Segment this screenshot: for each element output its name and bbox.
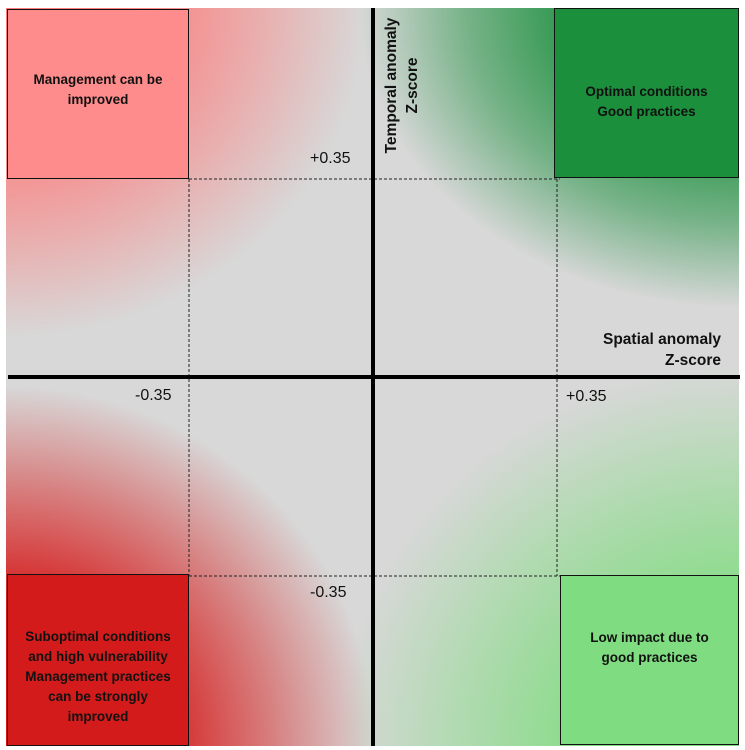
threshold-label-top: +0.35 [310, 150, 351, 167]
quadrant-bottom-right-label: Low impact due to good practices [590, 630, 709, 665]
threshold-label-left: -0.35 [135, 387, 172, 404]
quadrant-bottom-left-label: Suboptimal conditions and high vulnerabi… [25, 629, 171, 724]
quadrant-bottom-left: Suboptimal conditions and high vulnerabi… [7, 574, 189, 746]
quadrant-top-left-label: Management can be improved [33, 72, 163, 107]
x-axis-label: Spatial anomaly Z-score [602, 331, 721, 369]
quadrant-top-left: Management can be improved [7, 9, 189, 179]
quadrant-top-right-label: Optimal conditions Good practices [585, 84, 708, 119]
threshold-label-right: +0.35 [566, 388, 607, 405]
threshold-label-bottom: -0.35 [310, 584, 347, 601]
quadrant-bottom-right: Low impact due to good practices [560, 575, 739, 745]
quadrant-top-right: Optimal conditions Good practices [554, 8, 739, 178]
y-axis-label: Temporal anomaly Z-score [383, 17, 421, 154]
